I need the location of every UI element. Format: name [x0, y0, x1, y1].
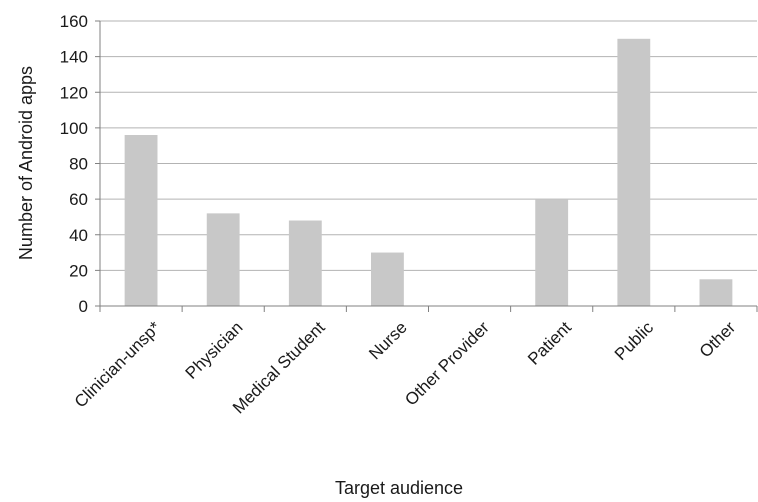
x-axis-title: Target audience — [335, 478, 463, 498]
x-tick-label: Physician — [182, 318, 247, 383]
y-tick-label: 160 — [60, 12, 88, 31]
y-tick-label: 0 — [79, 297, 88, 316]
gridlines — [95, 20, 757, 307]
x-tick-label: Clinician-unsp* — [71, 318, 165, 412]
bar-medical-student — [288, 220, 322, 306]
y-tick-label: 80 — [69, 155, 88, 174]
y-tick-label: 140 — [60, 48, 88, 67]
x-tick-label: Other — [696, 318, 740, 362]
bar-public — [617, 38, 651, 306]
y-axis-title: Number of Android apps — [16, 66, 36, 260]
bar-nurse — [371, 252, 404, 306]
y-tick-label: 100 — [60, 119, 88, 138]
bar-patient — [535, 199, 569, 306]
bar-other — [699, 279, 733, 306]
y-tick-label: 40 — [69, 226, 88, 245]
y-tick-label: 60 — [69, 190, 88, 209]
x-tick-label: Patient — [524, 318, 575, 369]
y-tick-label: 20 — [69, 261, 88, 280]
y-tick-labels: 0 20 40 60 80 100 120 140 160 — [60, 12, 88, 316]
bar-physician — [206, 213, 240, 306]
bar-clinician-unsp — [124, 135, 158, 306]
x-tick-label: Other Provider — [401, 318, 493, 410]
axes — [99, 21, 757, 307]
bars — [99, 38, 758, 312]
x-tick-label: Public — [611, 318, 658, 365]
x-tick-label: Nurse — [365, 318, 411, 364]
y-tick-label: 120 — [60, 83, 88, 102]
